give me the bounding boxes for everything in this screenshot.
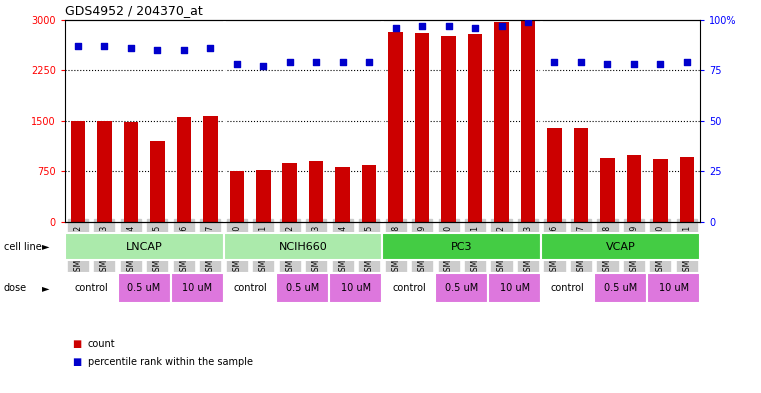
Point bbox=[469, 25, 481, 31]
Text: 10 uM: 10 uM bbox=[500, 283, 530, 293]
Text: ■: ■ bbox=[72, 356, 81, 367]
Bar bbox=[541, 273, 594, 303]
Bar bbox=[382, 233, 541, 260]
Bar bbox=[309, 161, 323, 222]
Text: cell line: cell line bbox=[4, 242, 42, 252]
Text: 0.5 uM: 0.5 uM bbox=[286, 283, 320, 293]
Bar bbox=[256, 170, 271, 222]
Text: GDS4952 / 204370_at: GDS4952 / 204370_at bbox=[65, 4, 202, 17]
Bar bbox=[224, 233, 382, 260]
Bar bbox=[276, 273, 330, 303]
Text: 10 uM: 10 uM bbox=[182, 283, 212, 293]
Text: 0.5 uM: 0.5 uM bbox=[128, 283, 161, 293]
Bar bbox=[382, 273, 435, 303]
Point bbox=[125, 45, 137, 51]
Point bbox=[231, 61, 243, 67]
Point bbox=[204, 45, 216, 51]
Point bbox=[310, 59, 323, 65]
Bar bbox=[330, 273, 382, 303]
Point bbox=[98, 43, 110, 49]
Text: LNCAP: LNCAP bbox=[126, 242, 163, 252]
Bar bbox=[123, 122, 139, 222]
Bar bbox=[97, 121, 112, 222]
Bar bbox=[282, 163, 297, 222]
Point bbox=[416, 22, 428, 29]
Bar bbox=[600, 158, 615, 222]
Bar bbox=[647, 273, 700, 303]
Bar bbox=[574, 128, 588, 222]
Text: control: control bbox=[551, 283, 584, 293]
Point bbox=[72, 43, 84, 49]
Bar bbox=[435, 273, 489, 303]
Point bbox=[681, 59, 693, 65]
Text: 10 uM: 10 uM bbox=[658, 283, 689, 293]
Text: 10 uM: 10 uM bbox=[341, 283, 371, 293]
Bar bbox=[489, 273, 541, 303]
Text: percentile rank within the sample: percentile rank within the sample bbox=[88, 356, 253, 367]
Bar bbox=[224, 273, 276, 303]
Bar bbox=[388, 32, 403, 222]
Text: ►: ► bbox=[42, 242, 49, 252]
Bar bbox=[626, 154, 642, 222]
Bar bbox=[230, 171, 244, 222]
Point bbox=[654, 61, 667, 67]
Point bbox=[336, 59, 349, 65]
Text: control: control bbox=[233, 283, 267, 293]
Bar bbox=[494, 22, 509, 222]
Bar bbox=[362, 165, 377, 222]
Bar bbox=[441, 36, 456, 222]
Text: 0.5 uM: 0.5 uM bbox=[604, 283, 637, 293]
Bar bbox=[680, 156, 694, 222]
Bar bbox=[521, 20, 535, 222]
Point bbox=[284, 59, 296, 65]
Text: PC3: PC3 bbox=[451, 242, 473, 252]
Text: control: control bbox=[392, 283, 425, 293]
Point bbox=[178, 47, 190, 53]
Bar bbox=[547, 128, 562, 222]
Point bbox=[390, 25, 402, 31]
Bar bbox=[118, 273, 170, 303]
Point bbox=[522, 18, 534, 25]
Text: dose: dose bbox=[4, 283, 27, 293]
Bar bbox=[594, 273, 647, 303]
Bar bbox=[150, 141, 164, 222]
Text: ■: ■ bbox=[72, 339, 81, 349]
Point bbox=[257, 63, 269, 69]
Bar bbox=[415, 33, 429, 222]
Text: 0.5 uM: 0.5 uM bbox=[445, 283, 479, 293]
Point bbox=[628, 61, 640, 67]
Text: count: count bbox=[88, 339, 115, 349]
Bar bbox=[541, 233, 700, 260]
Bar bbox=[653, 159, 667, 222]
Point bbox=[363, 59, 375, 65]
Text: NCIH660: NCIH660 bbox=[279, 242, 327, 252]
Text: VCAP: VCAP bbox=[606, 242, 635, 252]
Point bbox=[601, 61, 613, 67]
Point bbox=[495, 22, 508, 29]
Point bbox=[151, 47, 164, 53]
Bar bbox=[336, 167, 350, 222]
Bar bbox=[65, 273, 118, 303]
Point bbox=[549, 59, 561, 65]
Bar bbox=[177, 117, 191, 222]
Bar bbox=[71, 121, 85, 222]
Bar bbox=[170, 273, 224, 303]
Text: control: control bbox=[75, 283, 108, 293]
Bar bbox=[65, 233, 224, 260]
Text: ►: ► bbox=[42, 283, 49, 293]
Point bbox=[442, 22, 454, 29]
Point bbox=[575, 59, 587, 65]
Bar bbox=[203, 116, 218, 222]
Bar bbox=[468, 34, 482, 222]
